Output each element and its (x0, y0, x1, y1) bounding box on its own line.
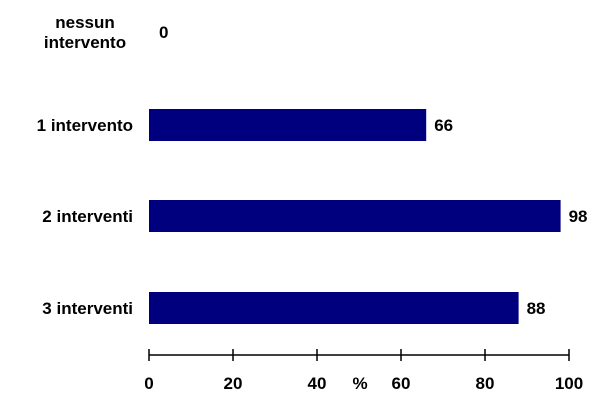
x-tick-label-4: 80 (476, 374, 495, 393)
x-axis-ticks (148, 349, 570, 361)
x-tick-label-0: 0 (144, 374, 153, 393)
value-label-2: 98 (569, 207, 588, 226)
bars-group (149, 109, 561, 324)
bar-1 (149, 109, 427, 141)
value-label-1: 66 (434, 116, 453, 135)
bar-3 (149, 292, 519, 324)
category-labels: nessun intervento 1 intervento 2 interventi… (37, 13, 133, 318)
x-axis-label: % (352, 374, 367, 393)
bar-2 (149, 200, 561, 232)
category-label-0: nessun intervento (44, 13, 126, 52)
value-label-3: 88 (527, 299, 546, 318)
x-tick-label-3: 60 (392, 374, 411, 393)
value-labels: 0 66 98 88 (159, 23, 588, 318)
category-label-2: 2 interventi (42, 207, 133, 226)
x-axis-tick-labels: 0 20 40 60 80 100 (144, 374, 583, 393)
value-label-0: 0 (159, 23, 168, 42)
category-label-1: 1 intervento (37, 116, 133, 135)
x-tick-label-2: 40 (308, 374, 327, 393)
x-tick-label-5: 100 (555, 374, 583, 393)
x-axis: 0 20 40 60 80 100 % (144, 349, 583, 393)
category-label-3: 3 interventi (42, 299, 133, 318)
x-tick-label-1: 20 (224, 374, 243, 393)
